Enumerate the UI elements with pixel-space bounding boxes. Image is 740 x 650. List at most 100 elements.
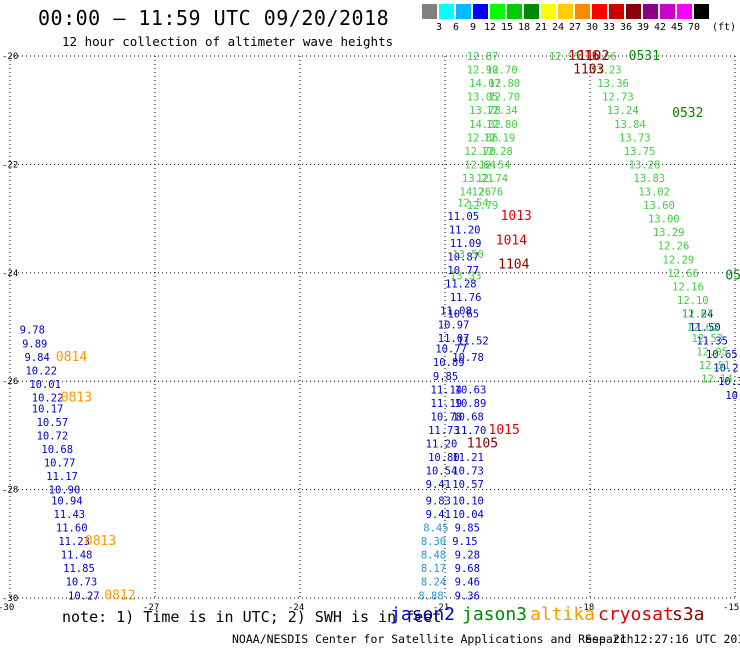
data-label-jason2: 11.60 xyxy=(56,523,88,535)
data-label-jason3-values: 12.74 xyxy=(476,173,508,185)
data-label-jason2: 10.3 xyxy=(718,376,740,388)
color-scale-label: 12 xyxy=(483,22,497,33)
data-label-jason2: 11.14 xyxy=(431,384,463,396)
data-label-jason3-values: 12.05 xyxy=(696,346,728,358)
y-tick-label: -28 xyxy=(2,486,18,496)
data-label-jason2: 9.68 xyxy=(455,563,480,575)
data-label-cryosat: 1015 xyxy=(489,423,520,438)
data-label-jason3-values: 13.28 xyxy=(629,159,661,171)
data-label-jason2: 10.80 xyxy=(428,452,460,464)
color-swatch xyxy=(439,4,454,19)
data-label-altika: 0813 xyxy=(85,534,116,549)
data-label-jason3-values: 12.26 xyxy=(658,241,690,253)
data-label-jason3-values: 13.21 xyxy=(462,173,494,185)
data-label-jason2: 10.77 xyxy=(44,458,76,470)
x-tick-label: -24 xyxy=(288,603,304,613)
color-swatch xyxy=(660,4,675,19)
data-label-jason3-values: 12.14 xyxy=(701,373,733,385)
data-label-jason3-values: 12.19 xyxy=(484,132,516,144)
data-label-jason2-light: 8.88 xyxy=(418,590,443,602)
legend-cryosat: cryosat xyxy=(598,604,674,625)
data-label-jason2: 9.46 xyxy=(455,577,480,589)
y-tick-label: -24 xyxy=(2,269,18,279)
data-label-jason2: 10.22 xyxy=(32,392,64,404)
data-label-jason2: 10.97 xyxy=(438,319,470,331)
data-label-jason2: 10.68 xyxy=(452,411,484,423)
data-label-jason2: 9.36 xyxy=(455,590,480,602)
data-label-jason3-values: 13.60 xyxy=(643,200,675,212)
data-label-jason2: 10.77 xyxy=(435,344,467,356)
color-scale-label: 6 xyxy=(452,22,460,33)
data-label-jason2: 10.94 xyxy=(51,495,83,507)
timestamp: Sep 21 12:27:16 UTC 2018 xyxy=(585,632,740,646)
y-tick-label: -26 xyxy=(2,377,18,387)
color-swatch xyxy=(422,4,437,19)
data-label-cryosat: 1016 xyxy=(568,49,599,64)
data-label-jason2: 11.73 xyxy=(428,425,460,437)
legend-altika: altika xyxy=(530,604,596,625)
data-label-jason2-light: 8.48 xyxy=(421,550,446,562)
color-scale-label: 36 xyxy=(619,22,633,33)
color-swatch xyxy=(490,4,505,19)
color-scale-label: 3 xyxy=(435,22,443,33)
legend-s3a: s3a xyxy=(672,604,705,625)
y-tick-label: -22 xyxy=(2,160,18,170)
data-label-altika: 0814 xyxy=(56,350,87,365)
data-label-altika: 0812 xyxy=(104,588,135,603)
data-label-jason3-values: 13.24 xyxy=(607,105,639,117)
color-swatch xyxy=(677,4,692,19)
chart-subtitle: 12 hour collection of altimeter wave hei… xyxy=(62,34,394,49)
y-tick-label: -20 xyxy=(2,52,18,62)
data-label-jason2: 11.28 xyxy=(445,279,477,291)
legend-jason2: jason2 xyxy=(390,604,456,625)
data-label-jason3-values: 12.87 xyxy=(467,51,499,63)
color-swatch xyxy=(456,4,471,19)
data-label-jason3-values: 12.80 xyxy=(489,78,521,90)
data-label-jason2: 9.41 xyxy=(426,479,451,491)
data-label-jason3-values: 12.10 xyxy=(677,295,709,307)
data-label-jason2: 11.50 xyxy=(689,322,721,334)
data-label-jason3-values: 12.34 xyxy=(486,105,518,117)
data-label-jason2: 10.68 xyxy=(41,444,73,456)
data-label-jason2: 10.77 xyxy=(447,265,479,277)
data-label-jason3-values: 14.26 xyxy=(460,187,492,199)
data-label-jason3-values: 12.29 xyxy=(663,254,695,266)
color-scale-label: 70 xyxy=(687,22,701,33)
data-label-jason3-values: 12.28 xyxy=(481,146,513,158)
data-label-jason2: 10.57 xyxy=(452,479,484,491)
color-swatch xyxy=(507,4,522,19)
data-label-jason2: 10.72 xyxy=(37,430,69,442)
data-label-altika: 0813 xyxy=(61,390,92,405)
data-label-jason2: 10.87 xyxy=(447,252,479,264)
data-label-jason2: 10.04 xyxy=(452,509,484,521)
data-label-jason2: 10.22 xyxy=(25,365,57,377)
data-label-jason3-values: 12.70 xyxy=(464,146,496,158)
data-label-s3a: 1104 xyxy=(498,258,529,273)
color-swatch xyxy=(694,4,709,19)
data-label-jason2: 11.09 xyxy=(450,238,482,250)
data-label-jason3-values: 13.36 xyxy=(597,78,629,90)
data-label-jason3-values: 12.53 xyxy=(692,333,724,345)
data-label-jason3-values: 13.02 xyxy=(638,187,670,199)
data-label-jason3-values: 12.76 xyxy=(472,187,504,199)
chart-title: 00:00 – 11:59 UTC 09/20/2018 xyxy=(38,6,390,30)
data-label-jason3-values: 12.86 xyxy=(467,132,499,144)
data-label-jason3-values: 12.79 xyxy=(467,200,499,212)
data-label-jason2: 9.85 xyxy=(433,371,458,383)
data-label-jason2: 10.57 xyxy=(37,417,69,429)
data-label-jason3-values: 14.02 xyxy=(469,119,501,131)
data-label-jason3-values: 13.29 xyxy=(653,227,685,239)
credit-line: NOAA/NESDIS Center for Satellite Applica… xyxy=(232,632,634,646)
data-label-cryosat: 1014 xyxy=(496,233,527,248)
data-label-jason3-values: 12.16 xyxy=(672,281,704,293)
data-label-jason3-values: 13.05 xyxy=(467,92,499,104)
color-scale-label: 30 xyxy=(585,22,599,33)
data-label-cryosat: 1013 xyxy=(501,209,532,224)
color-swatch xyxy=(473,4,488,19)
data-label-jason2: 10.01 xyxy=(29,379,61,391)
data-label-jason3-values: 12.66 xyxy=(585,51,617,63)
data-label-jason2: 9.41 xyxy=(426,509,451,521)
color-scale-unit: (ft) xyxy=(712,22,737,33)
